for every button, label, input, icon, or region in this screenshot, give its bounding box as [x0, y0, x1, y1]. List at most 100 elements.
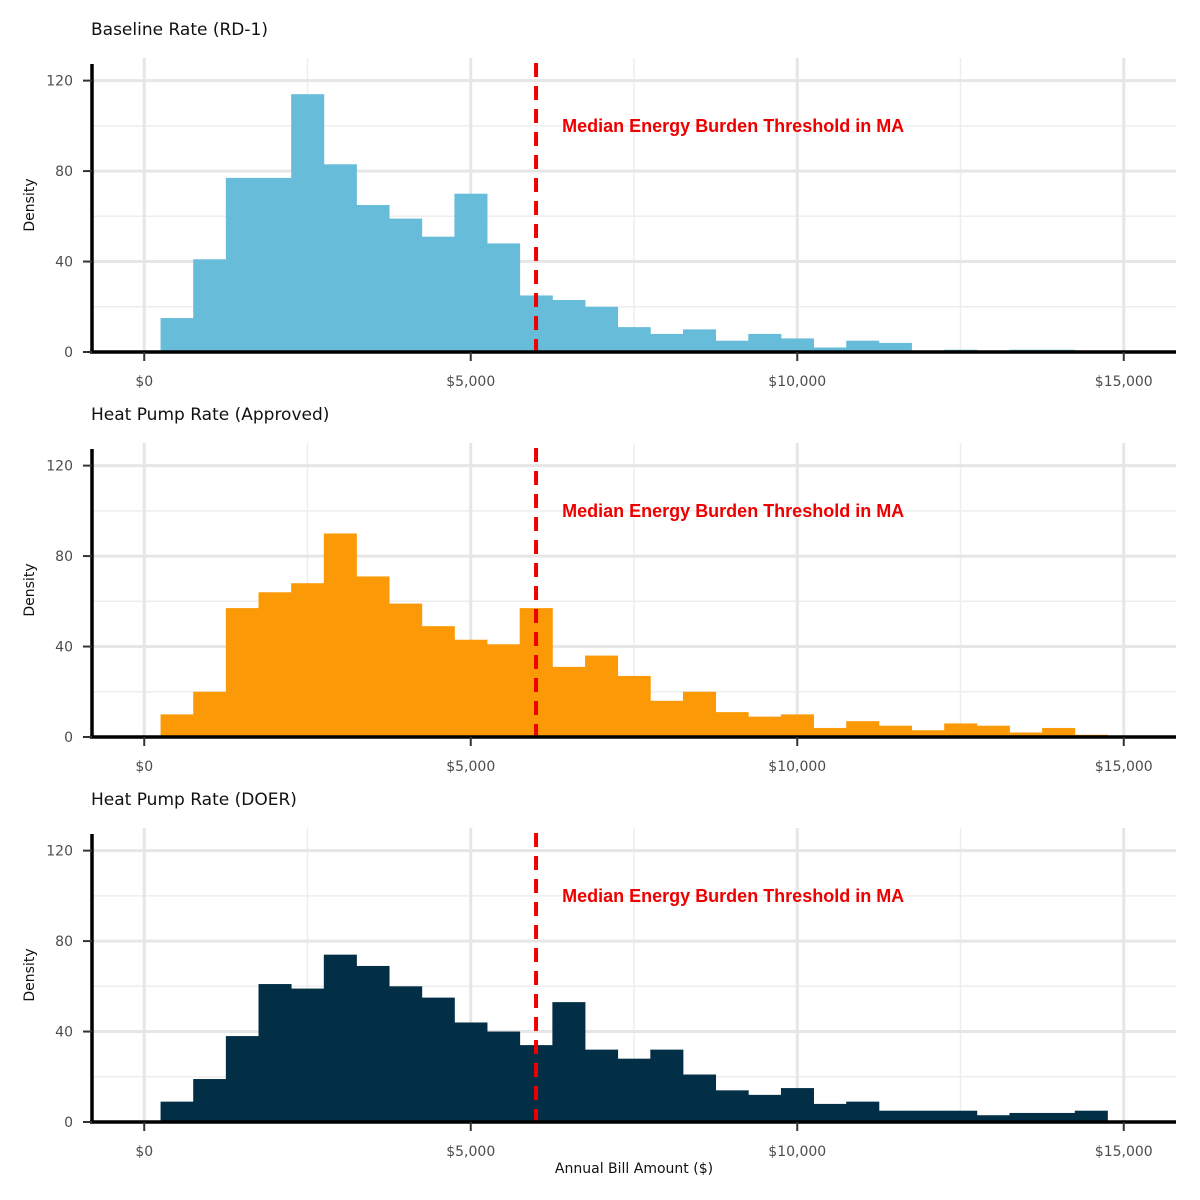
histogram-bar: [356, 205, 390, 352]
y-axis-title: Density: [22, 178, 38, 231]
y-axis-title: Density: [22, 948, 38, 1001]
panel-heat-pump-approved: Heat Pump Rate (Approved) Median Energy B…: [22, 405, 1176, 775]
histogram-bar: [944, 1110, 978, 1122]
histogram-bar: [813, 727, 847, 737]
histogram-bar: [389, 603, 423, 737]
histogram-bar: [585, 306, 619, 352]
x-tick-label: $0: [135, 759, 153, 775]
histogram-bar: [682, 691, 717, 737]
histogram-bar: [193, 259, 227, 352]
histogram-bar: [748, 1094, 782, 1122]
x-tick-label: $15,000: [1095, 1144, 1153, 1160]
x-tick-label: $5,000: [446, 1144, 495, 1160]
y-tick-label: 40: [55, 255, 73, 271]
histogram-bar: [454, 639, 488, 737]
histogram-bar: [813, 347, 847, 352]
histogram-bar: [258, 177, 292, 352]
panel-title: Heat Pump Rate (Approved): [91, 405, 329, 425]
panel-heat-pump-doer: Heat Pump Rate (DOER) Median Energy Burde…: [22, 790, 1176, 1160]
histogram-bar: [1074, 1110, 1108, 1122]
histogram-bar: [780, 714, 814, 737]
histogram-bar: [356, 965, 390, 1122]
x-tick-label: $10,000: [768, 1144, 826, 1160]
histogram-bar: [487, 243, 521, 352]
histogram-bar: [421, 626, 455, 737]
histogram-bar: [1009, 732, 1043, 737]
histogram-bar: [225, 177, 259, 352]
histogram-bar: [878, 1110, 912, 1122]
histogram-bar: [454, 1022, 488, 1122]
histogram-bar: [519, 608, 553, 737]
histogram-bar: [748, 716, 782, 737]
histogram-bar: [454, 193, 488, 352]
x-tick-label: $0: [135, 374, 153, 390]
histogram-bar: [650, 700, 684, 737]
histogram-bar: [291, 94, 325, 352]
threshold-annotation: Median Energy Burden Threshold in MA: [562, 116, 904, 136]
histogram-bar: [1042, 1112, 1076, 1122]
histogram-bar: [780, 338, 814, 352]
x-tick-label: $10,000: [768, 374, 826, 390]
histogram-bar: [682, 1074, 717, 1122]
histogram-bar: [780, 1088, 814, 1122]
histogram-bar: [552, 1002, 586, 1122]
panel-baseline-rate: Baseline Rate (RD-1) Median Energy Burden…: [22, 20, 1176, 390]
histogram-bar: [846, 721, 880, 737]
histogram-bar: [585, 655, 619, 737]
y-tick-label: 80: [55, 934, 73, 950]
histogram-bar: [715, 1090, 749, 1122]
x-tick-label: $5,000: [446, 374, 495, 390]
histogram-bar: [748, 333, 782, 352]
histogram-bar: [160, 318, 194, 352]
histogram-bar: [225, 1036, 259, 1122]
histogram-bar: [487, 644, 521, 737]
histogram-bar: [682, 329, 717, 352]
histogram-bar: [846, 1101, 880, 1122]
histogram-bar: [813, 1103, 847, 1122]
y-tick-label: 80: [55, 164, 73, 180]
histogram-bar: [160, 1101, 194, 1122]
y-tick-label: 120: [46, 844, 73, 860]
y-tick-label: 0: [64, 345, 73, 361]
y-tick-label: 80: [55, 549, 73, 565]
histogram-bar: [356, 576, 390, 737]
histogram-bar: [878, 725, 912, 737]
histogram-bar: [617, 327, 651, 352]
histogram-bar: [846, 340, 880, 352]
x-tick-label: $15,000: [1095, 759, 1153, 775]
x-axis-title: Annual Bill Amount ($): [555, 1161, 713, 1177]
histogram-bar: [715, 712, 749, 737]
histogram-bar: [976, 1115, 1010, 1122]
histogram-bar: [193, 691, 227, 737]
y-tick-label: 0: [64, 1115, 73, 1131]
y-tick-label: 40: [55, 640, 73, 656]
histogram-bar: [650, 333, 684, 352]
histogram-bar: [225, 608, 259, 737]
histogram-bar: [487, 1031, 521, 1122]
y-tick-label: 120: [46, 74, 73, 90]
histogram-bar: [911, 730, 945, 737]
histogram-bar: [976, 725, 1010, 737]
x-tick-label: $5,000: [446, 759, 495, 775]
histogram-bar: [878, 342, 912, 352]
histogram-bar: [258, 984, 292, 1122]
histogram-bar: [421, 997, 455, 1122]
histogram-bar: [389, 986, 423, 1122]
panel-title: Heat Pump Rate (DOER): [91, 790, 297, 810]
x-tick-label: $10,000: [768, 759, 826, 775]
histogram-bar: [258, 592, 292, 737]
histogram-bar: [1009, 1112, 1043, 1122]
threshold-annotation: Median Energy Burden Threshold in MA: [562, 501, 904, 521]
histogram-bar: [911, 1110, 945, 1122]
histogram-bar: [617, 1058, 651, 1122]
y-tick-label: 120: [46, 459, 73, 475]
histogram-bar: [944, 723, 978, 737]
histogram-bar: [160, 714, 194, 737]
histogram-bar: [323, 954, 357, 1122]
y-axis-title: Density: [22, 563, 38, 616]
y-tick-label: 40: [55, 1025, 73, 1041]
histogram-bar: [193, 1079, 227, 1122]
y-tick-label: 0: [64, 730, 73, 746]
histogram-bar: [552, 666, 586, 737]
